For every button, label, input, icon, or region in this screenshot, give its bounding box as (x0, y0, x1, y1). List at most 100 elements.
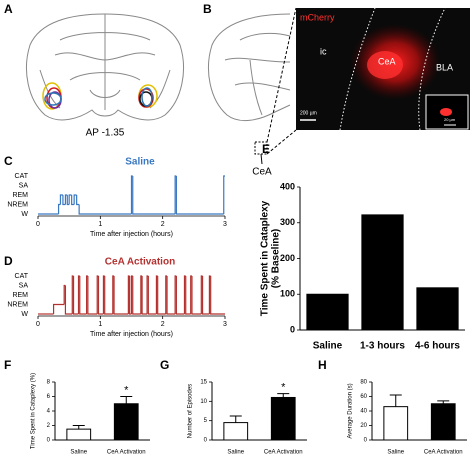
y-tick-label: SA (19, 282, 29, 289)
section-label: AP -1.35 (86, 128, 125, 139)
panel-letter: B (203, 2, 212, 16)
significance: * (281, 382, 286, 394)
y-tick-label: CAT (15, 173, 29, 180)
y-tick-label: NREM (7, 201, 28, 208)
x-tick-label: 2 (161, 221, 165, 228)
stage-segment (191, 276, 202, 315)
stage-segment (78, 204, 132, 215)
stage-segment (76, 195, 80, 206)
y-tick-label: 40 (360, 409, 367, 415)
y-tick-label: 0 (290, 324, 295, 334)
stain-label: mCherry (300, 12, 335, 22)
stage-segment (59, 194, 63, 205)
significance: * (124, 384, 129, 396)
error-bar (72, 425, 85, 430)
panel-letter: F (4, 358, 11, 372)
x-tick-label: CeA Activation (424, 450, 463, 456)
stage-segment (175, 176, 224, 215)
stage-segment (201, 276, 210, 315)
stage-segment (141, 276, 148, 315)
stage-segment (68, 194, 72, 205)
y-tick-label: 4 (47, 409, 51, 415)
y-tick-label: 0 (364, 438, 368, 444)
stage-segment (113, 276, 129, 315)
bar (113, 403, 139, 441)
stage-segment (62, 195, 66, 206)
panel-letter: D (4, 254, 13, 268)
bar (361, 214, 404, 331)
panel-letter: E (262, 142, 270, 156)
x-tick-label: 3 (223, 321, 227, 328)
y-tick-label: 20 (360, 423, 367, 429)
y-axis-label: (% Baseline) (271, 229, 282, 288)
chart-title: Saline (125, 157, 155, 168)
stage-segment (52, 303, 65, 314)
x-tick-label: 3 (223, 221, 227, 228)
y-tick-label: REM (12, 292, 28, 299)
bar (430, 403, 456, 441)
y-tick-label: 400 (280, 181, 295, 191)
region-label: CeA (252, 167, 272, 178)
brain-atlas-half (208, 7, 297, 165)
stage-segment (87, 276, 98, 315)
stage-segment (79, 276, 87, 315)
region-label: ic (320, 46, 327, 56)
scale-label: 20 µm (444, 117, 456, 122)
y-tick-label: 10 (200, 399, 207, 405)
error-bar (229, 415, 242, 423)
x-axis-label: Time after injection (hours) (90, 331, 173, 338)
y-tick-label: 15 (200, 380, 207, 386)
bar (416, 287, 459, 331)
y-axis-label: Time Spent in Cataplexy (260, 200, 271, 316)
y-tick-label: 300 (280, 217, 295, 227)
y-tick-label: W (21, 311, 28, 318)
y-tick-label: 6 (47, 394, 51, 400)
stage-segment (129, 276, 132, 315)
panel-letter: H (318, 358, 327, 372)
y-axis-label: Number of Episodes (188, 384, 194, 438)
bar (270, 396, 296, 441)
y-tick-label: REM (12, 192, 28, 199)
y-tick-label: 0 (204, 438, 208, 444)
x-tick-label: 0 (36, 221, 40, 228)
y-tick-label: 8 (47, 380, 51, 386)
stage-segment (64, 285, 73, 315)
scale-label: 200 µm (300, 110, 317, 116)
bar (383, 406, 409, 441)
stage-segment (210, 276, 225, 315)
bar (66, 428, 92, 441)
stage-segment (175, 276, 185, 315)
x-tick-label: Saline (70, 450, 87, 456)
x-tick-label: 2 (161, 321, 165, 328)
x-tick-label: Saline (387, 450, 404, 456)
stage-segment (185, 276, 191, 315)
stage-segment (64, 194, 68, 205)
bar (306, 293, 349, 331)
error-bar (120, 396, 133, 404)
x-tick-label: CeA Activation (264, 450, 303, 456)
x-tick-label: CeA Activation (107, 450, 146, 456)
stage-segment (166, 276, 176, 315)
y-tick-label: 100 (280, 289, 295, 299)
x-axis-label: Time after injection (hours) (90, 231, 173, 238)
panel-letter: G (160, 358, 169, 372)
y-tick-label: SA (19, 182, 29, 189)
stage-segment (97, 276, 104, 315)
panel-letter: C (4, 154, 13, 168)
x-tick-label: 1 (98, 221, 102, 228)
micrograph (296, 7, 470, 131)
brain-atlas (26, 13, 184, 121)
stage-segment (104, 276, 113, 315)
y-tick-label: 200 (280, 253, 295, 263)
stage-segment (66, 195, 70, 206)
y-tick-label: NREM (7, 301, 28, 308)
bar (223, 422, 249, 441)
y-tick-label: W (21, 211, 28, 218)
y-axis-label: Average Duration (s) (348, 383, 354, 438)
stage-segment (157, 276, 166, 315)
x-tick-label: 1-3 hours (360, 341, 405, 352)
stage-segment (147, 276, 157, 315)
y-tick-label: 60 (360, 394, 367, 400)
region-label: BLA (436, 62, 453, 72)
